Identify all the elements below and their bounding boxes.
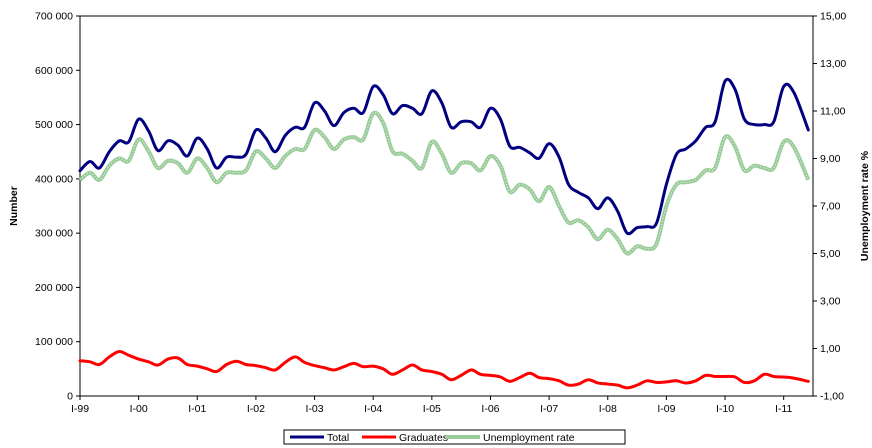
right-tick-label: 3,00 (820, 296, 841, 308)
x-tick-label: I-11 (775, 403, 792, 415)
right-tick-label: 9,00 (820, 153, 841, 165)
left-tick-label: 600 000 (35, 65, 73, 77)
plot-area (79, 15, 814, 397)
right-axis: -1,00 1,00 3,00 5,00 7,00 9,00 11,00 13,00 15,00 (813, 11, 846, 403)
x-tick-label: I-08 (599, 403, 617, 415)
left-tick-label: 300 000 (35, 228, 73, 240)
left-tick-label: 200 000 (35, 282, 73, 294)
x-tick-label: I-01 (188, 403, 206, 415)
x-tick-label: I-02 (247, 403, 265, 415)
x-tick-label: I-06 (481, 403, 499, 415)
legend-label-unemployment-rate: Unemployment rate (483, 432, 575, 444)
right-tick-label: 5,00 (820, 248, 841, 260)
left-tick-label: 0 (67, 391, 73, 403)
x-tick-label: I-03 (306, 403, 324, 415)
left-tick-label: 100 000 (35, 336, 73, 348)
x-tick-label: I-04 (364, 403, 382, 415)
right-tick-label: 7,00 (820, 201, 841, 213)
left-tick-label: 700 000 (35, 11, 73, 23)
right-axis-title: Unemployment rate % (859, 150, 871, 261)
right-tick-label: 13,00 (820, 58, 846, 70)
right-tick-label: -1,00 (820, 391, 844, 403)
x-tick-label: I-10 (716, 403, 734, 415)
x-axis: I-99 I-00 I-01 I-02 I-03 I-04 I-05 I-06 I-07 I-08… (71, 396, 792, 415)
series-line-total (78, 77, 810, 236)
legend-label-total: Total (327, 432, 349, 444)
x-tick-label: I-07 (540, 403, 558, 415)
right-tick-label: 1,00 (820, 343, 841, 355)
left-axis: 0 100 000 200 000 300 000 400 000 500 000 600 … (35, 11, 80, 403)
x-tick-label: I-09 (657, 403, 675, 415)
left-tick-label: 400 000 (35, 173, 73, 185)
x-tick-label: I-00 (130, 403, 148, 415)
series-line-graduates (78, 349, 810, 390)
legend: Total Graduates Unemployment rate (283, 429, 626, 445)
right-tick-label: 11,00 (820, 106, 846, 118)
right-tick-label: 15,00 (820, 11, 846, 23)
x-tick-label: I-99 (71, 403, 89, 415)
series-line-unemployment-rate-texture (79, 112, 809, 255)
legend-label-graduates: Graduates (399, 432, 448, 444)
series-layer (78, 77, 811, 390)
x-tick-label: I-05 (423, 403, 441, 415)
left-tick-label: 500 000 (35, 119, 73, 131)
left-axis-title: Number (8, 186, 20, 226)
